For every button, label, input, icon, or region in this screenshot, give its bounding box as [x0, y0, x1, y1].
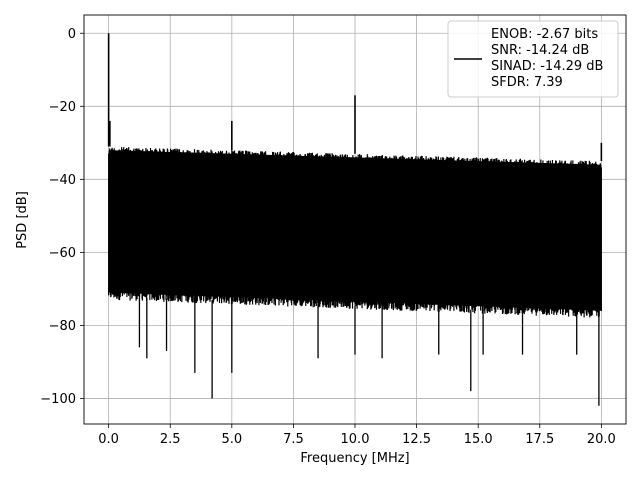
y-tick-label: −60: [49, 246, 76, 261]
x-tick-label: 12.5: [402, 432, 431, 447]
legend-sinad: SINAD: -14.29 dB: [491, 59, 603, 74]
x-tick-label: 2.5: [160, 432, 181, 447]
y-axis-ticks: 0 −20 −40 −60 −80 −100: [40, 27, 84, 407]
y-tick-label: −40: [49, 173, 76, 188]
y-tick-label: −80: [49, 319, 76, 334]
noise-floor-band: [108, 150, 602, 311]
series-psd: [107, 33, 603, 406]
x-tick-label: 5.0: [221, 432, 242, 447]
y-tick-label: −100: [40, 392, 76, 407]
legend-snr: SNR: -14.24 dB: [491, 43, 589, 58]
x-tick-label: 15.0: [464, 432, 493, 447]
x-tick-label: 0.0: [98, 432, 119, 447]
x-tick-label: 10.0: [341, 432, 370, 447]
x-tick-label: 17.5: [525, 432, 554, 447]
legend-enob: ENOB: -2.67 bits: [491, 27, 598, 42]
x-tick-label: 7.5: [283, 432, 304, 447]
y-tick-label: −20: [49, 100, 76, 115]
legend-box: [447, 20, 619, 98]
y-tick-label: 0: [68, 27, 76, 42]
x-tick-label: 20.0: [587, 432, 616, 447]
y-axis-label: PSD [dB]: [15, 191, 30, 249]
x-axis-ticks: 0.0 2.5 5.0 7.5 10.0 12.5 15.0 17.5 20.0: [98, 424, 616, 447]
x-axis-label: Frequency [MHz]: [300, 451, 409, 466]
legend-sfdr: SFDR: 7.39: [491, 75, 563, 90]
legend: ENOB: -2.67 bits SNR: -14.24 dB SINAD: -…: [447, 20, 619, 98]
